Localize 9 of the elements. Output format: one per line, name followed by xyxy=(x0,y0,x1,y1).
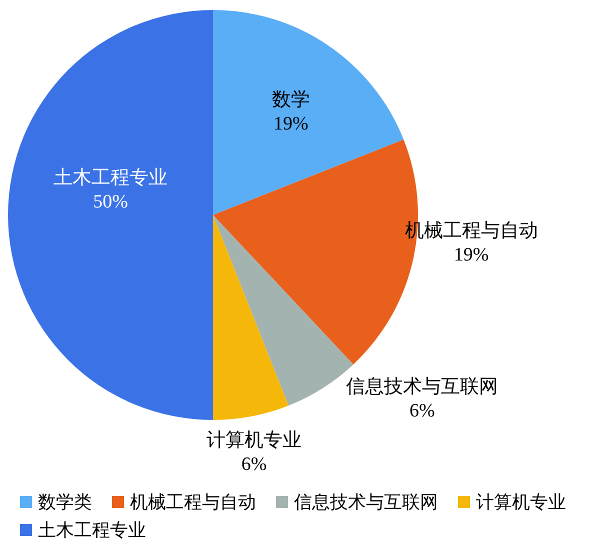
legend-label: 计算机专业 xyxy=(476,491,566,514)
data-label: 土木工程专业 50% xyxy=(54,167,168,212)
legend-label: 机械工程与自动 xyxy=(130,491,256,514)
legend-label: 土木工程专业 xyxy=(38,519,146,542)
data-label: 数学 19% xyxy=(272,89,310,134)
legend-label: 数学类 xyxy=(38,491,92,514)
data-label: 信息技术与互联网 6% xyxy=(346,376,498,422)
legend-label: 信息技术与互联网 xyxy=(294,491,438,514)
data-label: 计算机专业 6% xyxy=(206,430,302,475)
